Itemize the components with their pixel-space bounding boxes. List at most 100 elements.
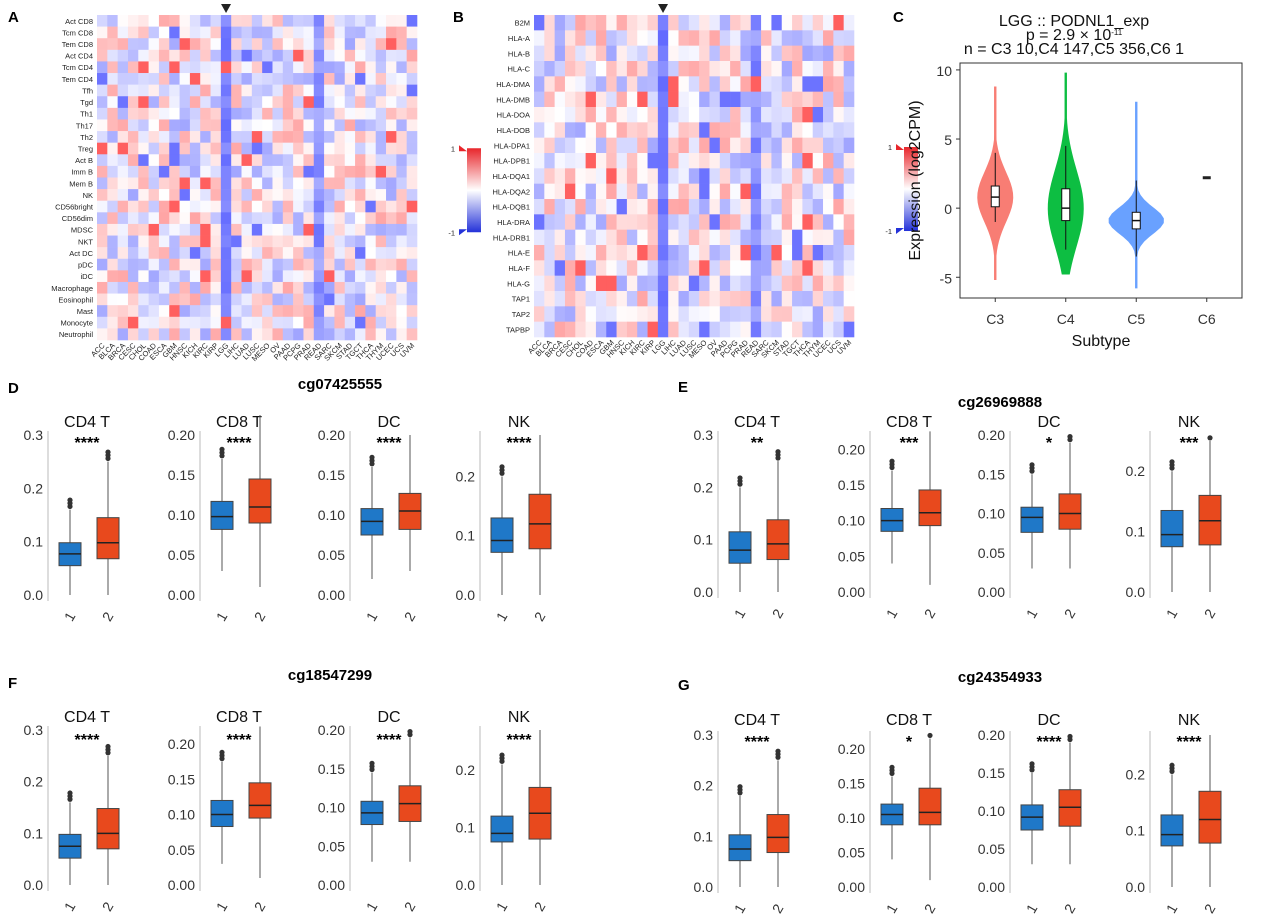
heatmap-cell (396, 165, 407, 178)
heatmap-cell (792, 199, 803, 215)
heatmap-cell (293, 305, 304, 318)
heatmap-cell (699, 275, 710, 292)
heatmap-cell (740, 91, 752, 108)
heatmap-cell (158, 223, 170, 236)
heatmap-cell (169, 247, 180, 260)
heatmap-cell (148, 15, 160, 27)
heatmap-cell (668, 122, 679, 138)
y-tick-label: 0.15 (838, 775, 865, 791)
heatmap-cell (678, 61, 690, 77)
heatmap-cell (313, 281, 325, 294)
heatmap-cell (344, 200, 356, 213)
heatmap-cell (107, 316, 118, 329)
heatmap-cell (792, 122, 803, 138)
heatmap-cell (730, 91, 741, 108)
heatmap-cell (668, 61, 679, 77)
heatmap-cell (637, 260, 648, 276)
heatmap-cell (678, 153, 690, 169)
heatmap-cell (647, 321, 659, 338)
heatmap-cell (406, 328, 418, 341)
heatmap-cell (626, 199, 638, 215)
heatmap-cell (179, 281, 191, 294)
heatmap-cell (606, 260, 617, 276)
heatmap-cell (668, 245, 679, 261)
heatmap-cell (282, 61, 294, 74)
heatmap-cell (200, 223, 211, 236)
outlier-point (737, 784, 743, 790)
heatmap-cell (251, 328, 263, 341)
heatmap-cell (355, 154, 366, 167)
heatmap-row-label: MDSC (71, 226, 94, 235)
heatmap-cell (750, 229, 762, 246)
heatmap-cell (251, 119, 263, 132)
heatmap-cell (781, 153, 793, 169)
highlight-marker (221, 4, 232, 13)
heatmap-cell (375, 223, 387, 236)
heatmap-cell (375, 293, 387, 306)
heatmap-cell (251, 38, 263, 51)
heatmap-cell (637, 199, 648, 215)
x-tick-label: 1 (493, 609, 511, 624)
heatmap-cell (699, 122, 710, 138)
heatmap-cell (802, 214, 814, 230)
heatmap-cell (812, 61, 824, 77)
heatmap-cell (792, 15, 803, 31)
heatmap-cell (251, 223, 263, 236)
heatmap-cell (272, 96, 284, 109)
heatmap-cell (781, 76, 793, 92)
heatmap-cell (668, 214, 679, 230)
heatmap-cell (699, 153, 710, 169)
heatmap-cell (750, 76, 762, 92)
heatmap-cell (138, 142, 149, 155)
heatmap-cell (262, 73, 273, 85)
heatmap-cell (595, 214, 607, 230)
heatmap-cell (148, 235, 160, 248)
heatmap-cell (375, 131, 387, 143)
heatmap-cell (657, 15, 669, 31)
heatmap-cell (262, 247, 273, 260)
heatmap-cell (386, 154, 397, 167)
heatmap-cell (344, 258, 356, 271)
heatmap-cell (771, 260, 783, 276)
y-tick-label: 0 (944, 201, 952, 217)
heatmap-cell (127, 165, 139, 178)
heatmap-cell (355, 107, 366, 120)
heatmap-cell (158, 316, 170, 329)
heatmap-cell (272, 15, 284, 27)
y-tick-label: 0.15 (978, 466, 1005, 482)
heatmap-cell (750, 107, 762, 123)
heatmap-cell (148, 305, 160, 318)
heatmap-cell (534, 107, 545, 123)
heatmap-cell (802, 321, 814, 338)
heatmap-cell (386, 247, 397, 260)
subplot-title: CD8 T (886, 414, 932, 431)
heatmap-cell (386, 223, 397, 236)
heatmap-cell (148, 61, 160, 74)
heatmap-cell (761, 153, 772, 169)
heatmap-cell (158, 200, 170, 213)
heatmap-cell (740, 229, 752, 246)
heatmap-cell (97, 247, 108, 260)
heatmap-cell (771, 275, 783, 292)
heatmap-cell (792, 30, 803, 46)
heatmap-cell (699, 91, 710, 108)
heatmap-cell (262, 84, 273, 97)
heatmap-cell (688, 153, 700, 169)
heatmap-cell (606, 199, 617, 215)
x-tick-label: 2 (401, 899, 419, 914)
heatmap-cell (709, 291, 721, 307)
heatmap-cell (220, 84, 232, 97)
heatmap-cell (148, 281, 160, 294)
heatmap-cell (771, 306, 783, 322)
heatmap-cell (386, 305, 397, 318)
heatmap-cell (117, 270, 129, 283)
heatmap-cell (781, 183, 793, 200)
heatmap-cell (158, 235, 170, 248)
heatmap-cell (282, 212, 294, 225)
heatmap-cell (127, 316, 139, 329)
heatmap-cell (843, 183, 855, 200)
heatmap-cell (575, 199, 586, 215)
heatmap-cell (313, 49, 325, 62)
heatmap-cell (375, 189, 387, 202)
heatmap-cell (709, 137, 721, 154)
